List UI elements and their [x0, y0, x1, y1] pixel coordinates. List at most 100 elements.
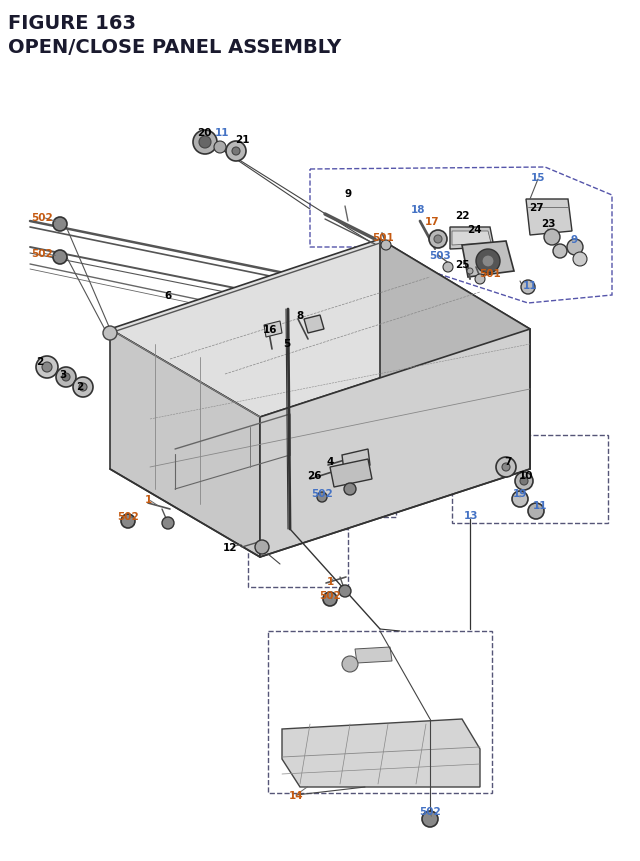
Circle shape [344, 483, 356, 495]
Circle shape [512, 492, 528, 507]
Text: 502: 502 [117, 511, 139, 522]
Polygon shape [342, 449, 370, 472]
Text: 22: 22 [455, 211, 469, 220]
Circle shape [199, 137, 211, 149]
Text: 5: 5 [284, 338, 291, 349]
Text: 501: 501 [372, 232, 394, 243]
Text: 1: 1 [145, 494, 152, 505]
Circle shape [467, 269, 473, 275]
Circle shape [73, 378, 93, 398]
Polygon shape [110, 239, 530, 418]
Circle shape [339, 585, 351, 598]
Circle shape [103, 326, 117, 341]
Circle shape [56, 368, 76, 387]
Circle shape [496, 457, 516, 478]
Text: 8: 8 [296, 311, 303, 320]
Text: 26: 26 [307, 470, 321, 480]
Polygon shape [526, 200, 572, 236]
Polygon shape [450, 228, 494, 250]
Circle shape [381, 241, 391, 251]
Text: 503: 503 [429, 251, 451, 261]
Circle shape [422, 811, 438, 827]
Text: 20: 20 [196, 127, 211, 138]
Polygon shape [264, 322, 282, 338]
Text: 17: 17 [425, 217, 439, 226]
Text: 9: 9 [344, 189, 351, 199]
Circle shape [475, 275, 485, 285]
Polygon shape [380, 239, 530, 469]
Text: 6: 6 [164, 291, 172, 300]
Text: 15: 15 [531, 173, 545, 183]
Text: 502: 502 [311, 488, 333, 499]
Circle shape [476, 250, 500, 274]
Text: 502: 502 [31, 213, 53, 223]
Text: 3: 3 [60, 369, 67, 380]
Circle shape [573, 253, 587, 267]
Text: 501: 501 [479, 269, 501, 279]
Text: 21: 21 [235, 135, 249, 145]
Text: 16: 16 [263, 325, 277, 335]
Circle shape [317, 492, 327, 503]
Circle shape [553, 245, 567, 258]
Circle shape [528, 504, 544, 519]
Text: 502: 502 [419, 806, 441, 816]
Circle shape [42, 362, 52, 373]
Circle shape [482, 256, 494, 268]
Text: 2: 2 [36, 356, 44, 367]
Circle shape [53, 251, 67, 264]
Text: 27: 27 [529, 202, 543, 213]
Circle shape [443, 263, 453, 273]
Text: 502: 502 [319, 591, 341, 600]
Text: OPEN/CLOSE PANEL ASSEMBLY: OPEN/CLOSE PANEL ASSEMBLY [8, 38, 341, 57]
Polygon shape [355, 647, 392, 663]
Bar [248, 437, 396, 517]
Circle shape [544, 230, 560, 245]
Circle shape [226, 142, 246, 162]
Text: 7: 7 [504, 456, 512, 467]
Polygon shape [452, 232, 491, 245]
Text: 9: 9 [570, 235, 577, 245]
Circle shape [121, 514, 135, 529]
Circle shape [53, 218, 67, 232]
Text: 502: 502 [31, 249, 53, 258]
Text: 11: 11 [215, 127, 229, 138]
Text: 25: 25 [455, 260, 469, 269]
Circle shape [567, 239, 583, 256]
Circle shape [214, 142, 226, 154]
Text: 2: 2 [76, 381, 84, 392]
Text: 1: 1 [326, 576, 333, 586]
Circle shape [520, 478, 528, 486]
Circle shape [434, 236, 442, 244]
Text: 24: 24 [467, 225, 481, 235]
Text: 19: 19 [513, 488, 527, 499]
Text: 10: 10 [519, 470, 533, 480]
Bar [248, 530, 348, 587]
Polygon shape [260, 330, 530, 557]
Circle shape [62, 374, 70, 381]
Polygon shape [304, 316, 324, 333]
Circle shape [232, 148, 240, 156]
Circle shape [162, 517, 174, 530]
Circle shape [521, 281, 535, 294]
Circle shape [515, 473, 533, 491]
Text: 11: 11 [523, 281, 537, 291]
Bar [452, 436, 608, 523]
Circle shape [193, 131, 217, 155]
Circle shape [36, 356, 58, 379]
Text: 12: 12 [223, 542, 237, 553]
Circle shape [323, 592, 337, 606]
Circle shape [502, 463, 510, 472]
Text: 18: 18 [411, 205, 425, 214]
Text: FIGURE 163: FIGURE 163 [8, 14, 136, 33]
Polygon shape [110, 330, 260, 557]
Text: 14: 14 [289, 790, 303, 800]
Polygon shape [462, 242, 514, 278]
Text: 11: 11 [532, 500, 547, 511]
Text: 23: 23 [541, 219, 556, 229]
Polygon shape [282, 719, 480, 787]
Circle shape [79, 383, 87, 392]
Polygon shape [330, 460, 372, 487]
Bar [268, 631, 492, 793]
Circle shape [429, 231, 447, 249]
Text: 4: 4 [326, 456, 333, 467]
